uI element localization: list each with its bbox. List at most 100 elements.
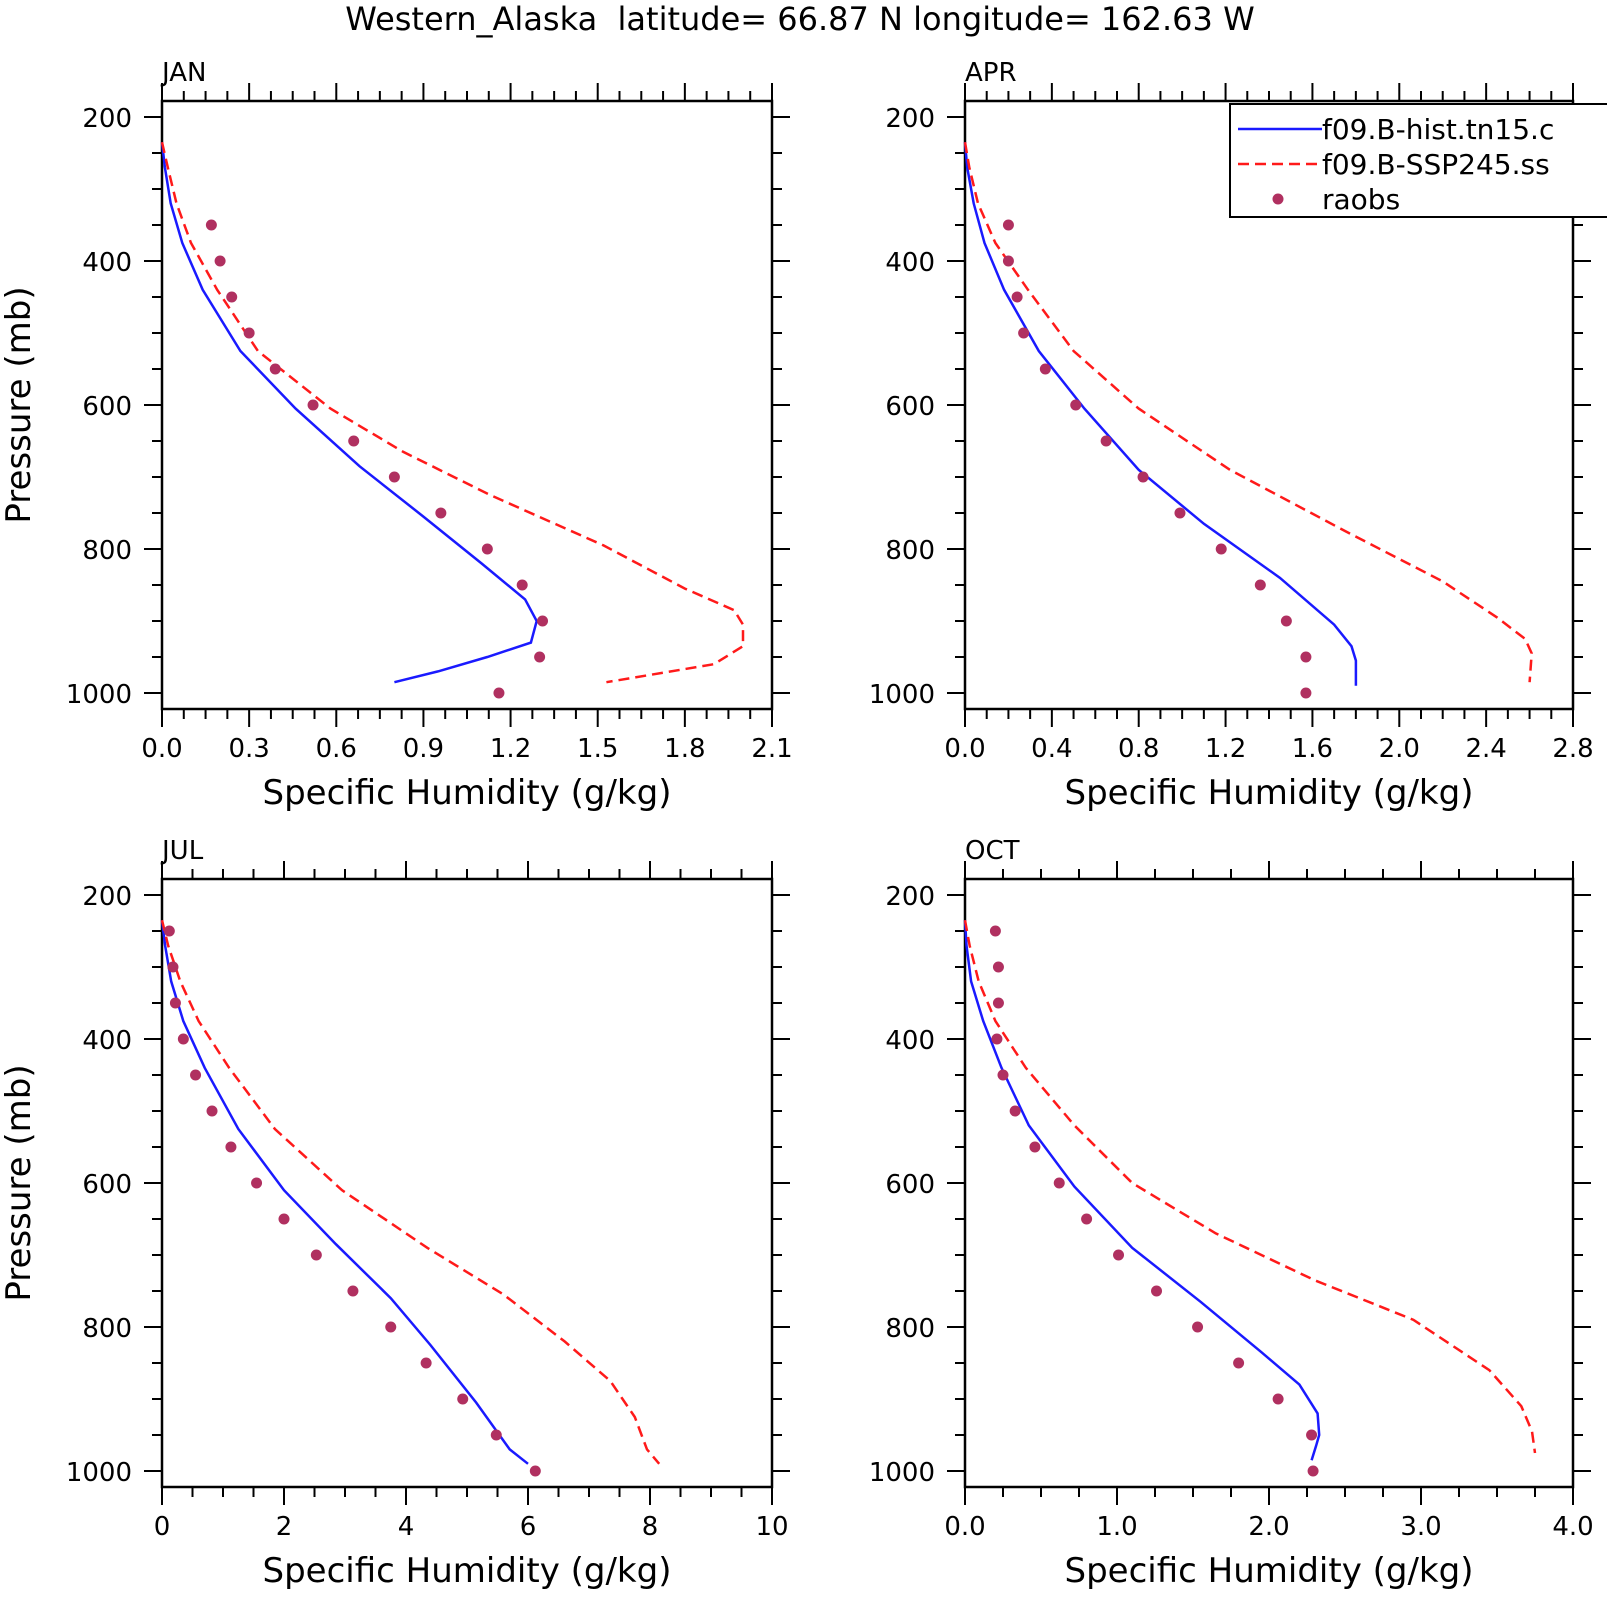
raobs-point [1307,1465,1319,1477]
panel-title: JAN [160,58,206,88]
panel-apr: 200 400 600 800 1000 0.0 0.4 0.8 1.2 1.6 2.0 2.4 2.8… [869,58,1594,813]
x-tick-label: 0.0 [141,734,182,764]
raobs-point [190,1069,202,1081]
raobs-point [1070,399,1082,411]
series-ssp245-line [963,919,1537,1454]
series-hist-line [963,142,1358,686]
y-axis-label: Pressure (mb) [0,1064,39,1301]
raobs-point [1254,579,1266,591]
y-tick-label: 400 [885,1026,935,1056]
raobs-point [534,651,546,663]
raobs-point [490,1429,502,1441]
raobs-point [992,961,1004,973]
raobs-point [1011,291,1023,303]
raobs-point [481,543,493,555]
x-tick-label: 4.0 [1552,1512,1593,1542]
raobs-point [992,997,1004,1009]
x-tick-label: 0 [154,1512,171,1542]
panel-title: APR [965,58,1017,88]
raobs-point [1018,327,1030,339]
y-tick-label: 600 [885,392,935,422]
raobs-point [420,1357,432,1369]
raobs-point [1137,471,1149,483]
raobs-point [516,579,528,591]
x-tick-label: 2.0 [1248,1512,1289,1542]
y-tick-label: 600 [82,392,132,422]
series-ssp245-line [963,141,1533,683]
raobs-point [997,1069,1009,1081]
y-tick-label: 800 [885,536,935,566]
y-tick-label: 1000 [66,1458,132,1488]
x-tick-label: 0.4 [1031,734,1072,764]
raobs-point [226,291,238,303]
raobs-point [307,399,319,411]
x-tick-label: 2 [276,1512,293,1542]
x-tick-label: 0.9 [403,734,444,764]
x-tick-label: 2.8 [1552,734,1593,764]
raobs-point [1192,1321,1204,1333]
y-tick-label: 200 [82,104,132,134]
series-hist-line [963,920,1321,1461]
series-ssp245-line [160,919,661,1465]
x-tick-label: 1.5 [577,734,618,764]
raobs-point [205,219,217,231]
raobs-point [347,1285,359,1297]
raobs-point [206,1105,218,1117]
raobs-point [169,997,181,1009]
raobs-point [1215,543,1227,555]
x-tick-label: 3.0 [1400,1512,1441,1542]
panel-jul: 200 400 600 800 1000 0 2 4 6 8 10 JUL Specific Humid… [0,836,790,1591]
raobs-point [225,1141,237,1153]
raobs-point [251,1177,263,1189]
y-tick-label: 200 [82,882,132,912]
y-axis-label: Pressure (mb) [0,286,39,523]
raobs-point [278,1213,290,1225]
y-tick-label: 400 [885,248,935,278]
raobs-point [989,925,1001,937]
x-tick-label: 8 [642,1512,659,1542]
series-hist-line [160,142,539,684]
x-tick-label: 10 [755,1512,788,1542]
legend-label: f09.B-SSP245.ss [1322,148,1550,181]
x-axis-label: Specific Humidity (g/kg) [263,773,672,813]
raobs-point [385,1321,397,1333]
x-tick-label: 1.6 [1292,734,1333,764]
raobs-point [1081,1213,1093,1225]
x-tick-label: 2.4 [1465,734,1506,764]
raobs-point [243,327,255,339]
x-tick-label: 0.3 [228,734,269,764]
series-raobs [205,219,549,699]
raobs-point [269,363,281,375]
raobs-point [1280,615,1292,627]
series-raobs [989,925,1319,1477]
raobs-point [1002,219,1014,231]
y-tick-label: 400 [82,248,132,278]
y-tick-label: 400 [82,1026,132,1056]
y-tick-label: 600 [82,1170,132,1200]
x-axis-label: Specific Humidity (g/kg) [263,1551,672,1591]
raobs-point [1002,255,1014,267]
raobs-point [1053,1177,1065,1189]
raobs-point [388,471,400,483]
raobs-point [1009,1105,1021,1117]
raobs-point [1113,1249,1125,1261]
panel-oct: 200 400 600 800 1000 0.0 1.0 2.0 3.0 4.0 OCT Specif… [869,836,1594,1591]
raobs-point [991,1033,1003,1045]
raobs-point [163,925,175,937]
x-tick-label: 4 [398,1512,415,1542]
legend-box [1229,103,1607,218]
x-tick-label: 2.0 [1379,734,1420,764]
x-tick-label: 1.2 [490,734,531,764]
x-tick-label: 0.0 [944,734,985,764]
raobs-point [177,1033,189,1045]
raobs-point [529,1465,541,1477]
plot-frame [160,99,774,711]
raobs-point [1100,435,1112,447]
y-tick-label: 1000 [869,680,935,710]
raobs-point [1300,651,1312,663]
raobs-point [435,507,447,519]
y-tick-label: 800 [82,1314,132,1344]
legend-raobs-swatch [1272,193,1284,205]
